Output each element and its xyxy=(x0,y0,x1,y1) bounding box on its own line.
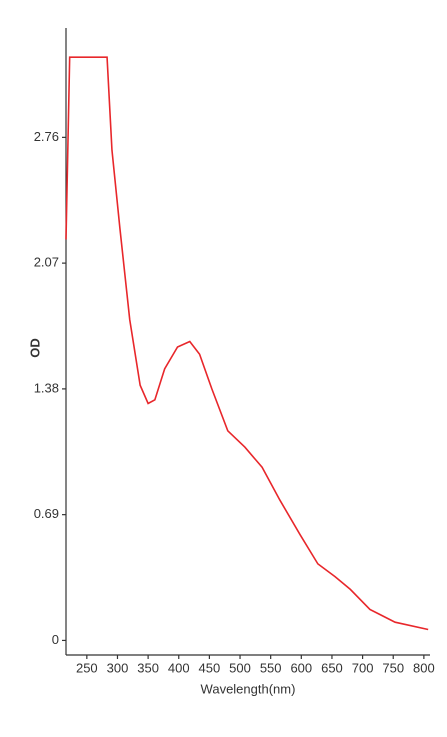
y-tick-label: 1.38 xyxy=(34,380,59,395)
x-tick-label: 400 xyxy=(168,660,190,675)
line xyxy=(65,56,429,631)
x-tick-label: 800 xyxy=(413,660,435,675)
x-tick-label: 350 xyxy=(137,660,159,675)
x-tick-label: 650 xyxy=(321,660,343,675)
x-tick-label: 600 xyxy=(290,660,312,675)
y-tick-label: 2.07 xyxy=(34,255,59,270)
x-tick-label: 250 xyxy=(76,660,98,675)
x-tick-label: 750 xyxy=(382,660,404,675)
y-tick-label: 0.69 xyxy=(34,506,59,521)
y-tick-label: 0 xyxy=(52,632,59,647)
y-tick-label: 2.76 xyxy=(34,129,59,144)
y-axis-label: OD xyxy=(27,338,42,358)
x-tick-label: 700 xyxy=(352,660,374,675)
x-tick-label: 450 xyxy=(199,660,221,675)
x-tick-label: 550 xyxy=(260,660,282,675)
x-axis-label: Wavelength(nm) xyxy=(201,681,296,696)
x-tick-label: 500 xyxy=(229,660,251,675)
x-tick-label: 300 xyxy=(107,660,129,675)
